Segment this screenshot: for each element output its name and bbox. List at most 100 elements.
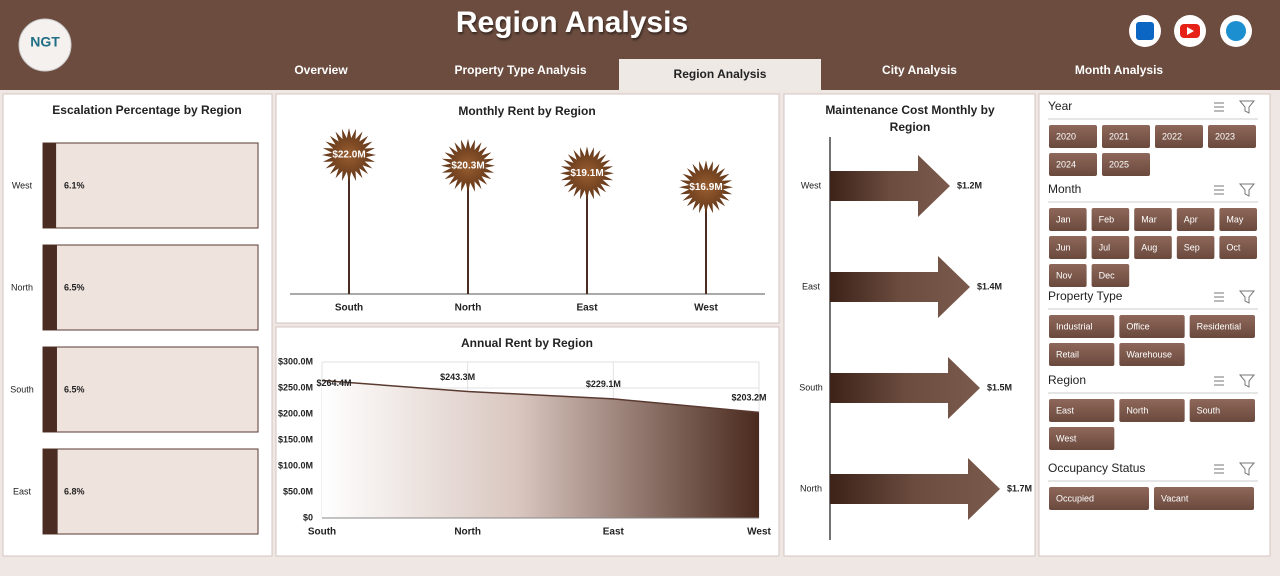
slicer-item[interactable]: Mar xyxy=(1141,214,1157,224)
slicer-item[interactable]: 2020 xyxy=(1056,131,1076,141)
logo xyxy=(18,18,72,72)
slicer-item[interactable]: Retail xyxy=(1056,349,1079,359)
x-tick-label: South xyxy=(308,527,336,538)
slicer-item[interactable]: 2023 xyxy=(1215,131,1235,141)
bar xyxy=(43,143,57,228)
y-tick-label: $200.0M xyxy=(278,408,313,418)
nav-tab[interactable]: Month Analysis xyxy=(1075,63,1164,77)
y-tick-label: $150.0M xyxy=(278,434,313,444)
slicer-button[interactable] xyxy=(1176,208,1215,231)
slicer-item[interactable]: Aug xyxy=(1141,242,1157,252)
slicer-button[interactable] xyxy=(1154,487,1254,510)
slicer-item[interactable]: Occupied xyxy=(1056,493,1094,503)
slicer-button[interactable] xyxy=(1119,399,1185,422)
slicer-item[interactable]: North xyxy=(1126,405,1148,415)
slicer-item[interactable]: 2025 xyxy=(1109,159,1129,169)
slicer-item[interactable]: Jul xyxy=(1099,242,1111,252)
slicer-item[interactable]: West xyxy=(1056,433,1077,443)
slicer-button[interactable] xyxy=(1219,236,1257,259)
slicer-button[interactable] xyxy=(1102,153,1150,176)
category-label: South xyxy=(10,384,34,394)
slicer-button[interactable] xyxy=(1049,208,1087,231)
star-head xyxy=(322,128,376,182)
slicer-item[interactable]: Jun xyxy=(1056,242,1071,252)
slicer-title: Year xyxy=(1048,99,1072,113)
social-icons xyxy=(1129,15,1252,47)
data-label: $1.7M xyxy=(1007,483,1032,493)
slicer-button[interactable] xyxy=(1091,236,1130,259)
slicer-button[interactable] xyxy=(1119,315,1185,338)
slicer-button[interactable] xyxy=(1219,208,1257,231)
slicer-item[interactable]: Jan xyxy=(1056,214,1071,224)
nav-tab[interactable]: Region Analysis xyxy=(674,67,767,81)
slicer-item[interactable]: Sep xyxy=(1184,242,1200,252)
slicer-item[interactable]: 2021 xyxy=(1109,131,1129,141)
data-label: 6.5% xyxy=(64,384,85,394)
slicer-button[interactable] xyxy=(1049,399,1115,422)
slicer-button[interactable] xyxy=(1049,125,1097,148)
slicer-item[interactable]: Dec xyxy=(1099,270,1116,280)
slicer-title: Property Type xyxy=(1048,289,1123,303)
slicer-item[interactable]: Warehouse xyxy=(1126,349,1172,359)
category-label: South xyxy=(799,382,823,392)
data-label: $229.1M xyxy=(586,379,621,389)
clear-filter-icon[interactable] xyxy=(1238,100,1256,114)
slicer-button[interactable] xyxy=(1102,125,1150,148)
data-label: $1.4M xyxy=(977,281,1002,291)
slicer-button[interactable] xyxy=(1049,315,1115,338)
x-tick-label: North xyxy=(454,527,481,538)
logo-text: NGT xyxy=(30,34,60,50)
clear-filter-icon[interactable] xyxy=(1238,290,1256,304)
slicer-item[interactable]: May xyxy=(1226,214,1244,224)
slicer-button[interactable] xyxy=(1049,236,1087,259)
x-tick-label: East xyxy=(576,303,598,314)
slicer-button[interactable] xyxy=(1049,153,1097,176)
web-glyph xyxy=(1226,21,1246,41)
data-label: $16.9M xyxy=(689,182,722,193)
chart-title: Maintenance Cost Monthly by Region xyxy=(825,103,995,134)
nav-tab[interactable]: Property Type Analysis xyxy=(454,63,586,77)
slicer-button[interactable] xyxy=(1049,487,1149,510)
youtube-play xyxy=(1187,27,1194,35)
slicer-button[interactable] xyxy=(1049,427,1115,450)
slicer-item[interactable]: Vacant xyxy=(1161,493,1189,503)
clear-filter-icon[interactable] xyxy=(1238,462,1256,476)
slicer-button[interactable] xyxy=(1119,343,1185,366)
slicer-button[interactable] xyxy=(1189,399,1255,422)
slicer-item[interactable]: Industrial xyxy=(1056,321,1093,331)
slicer-button[interactable] xyxy=(1134,236,1172,259)
slicer-button[interactable] xyxy=(1049,343,1115,366)
data-label: 6.5% xyxy=(64,282,85,292)
y-tick-label: $0 xyxy=(303,512,313,522)
slicer-item[interactable]: Feb xyxy=(1099,214,1115,224)
slicer-button[interactable] xyxy=(1134,208,1172,231)
slicer-item[interactable]: Office xyxy=(1126,321,1149,331)
slicer-item[interactable]: East xyxy=(1056,405,1075,415)
nav-tab[interactable]: Overview xyxy=(294,63,348,77)
slicer-button[interactable] xyxy=(1208,125,1256,148)
slicer-item[interactable]: Oct xyxy=(1226,242,1241,252)
slicer-title: Region xyxy=(1048,373,1086,387)
slicer-item[interactable]: South xyxy=(1197,405,1221,415)
nav-tab[interactable]: City Analysis xyxy=(882,63,957,77)
slicer-item[interactable]: 2024 xyxy=(1056,159,1076,169)
slicer-button[interactable] xyxy=(1189,315,1255,338)
slicer-item[interactable]: Residential xyxy=(1197,321,1242,331)
clear-filter-icon[interactable] xyxy=(1238,183,1256,197)
slicer-item[interactable]: Apr xyxy=(1184,214,1198,224)
slicer-button[interactable] xyxy=(1155,125,1203,148)
data-label: $20.3M xyxy=(451,160,484,171)
bar-frame xyxy=(42,142,259,229)
category-label: East xyxy=(13,486,32,496)
bar xyxy=(43,245,57,330)
data-label: $243.3M xyxy=(440,372,475,382)
clear-filter-icon[interactable] xyxy=(1238,374,1256,388)
slicer-item[interactable]: Nov xyxy=(1056,270,1073,280)
x-tick-label: East xyxy=(603,527,625,538)
slicer-item[interactable]: 2022 xyxy=(1162,131,1182,141)
slicer-button[interactable] xyxy=(1176,236,1215,259)
slicer-button[interactable] xyxy=(1049,264,1087,287)
slicer-button[interactable] xyxy=(1091,264,1130,287)
slicer-button[interactable] xyxy=(1091,208,1130,231)
